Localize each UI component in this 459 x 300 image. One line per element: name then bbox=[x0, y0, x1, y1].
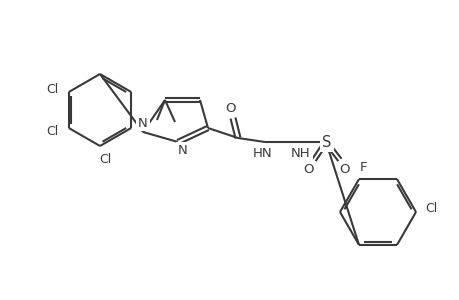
Text: S: S bbox=[322, 134, 331, 149]
Text: O: O bbox=[225, 101, 236, 115]
Text: HN: HN bbox=[252, 146, 272, 160]
Text: NH: NH bbox=[291, 146, 310, 160]
Text: F: F bbox=[359, 160, 367, 174]
Text: Cl: Cl bbox=[99, 152, 111, 166]
Text: O: O bbox=[339, 163, 349, 176]
Text: O: O bbox=[303, 163, 313, 176]
Text: Cl: Cl bbox=[47, 124, 59, 137]
Text: N: N bbox=[138, 116, 147, 130]
Text: N: N bbox=[178, 143, 187, 157]
Text: Cl: Cl bbox=[47, 82, 59, 95]
Text: Cl: Cl bbox=[424, 202, 436, 215]
